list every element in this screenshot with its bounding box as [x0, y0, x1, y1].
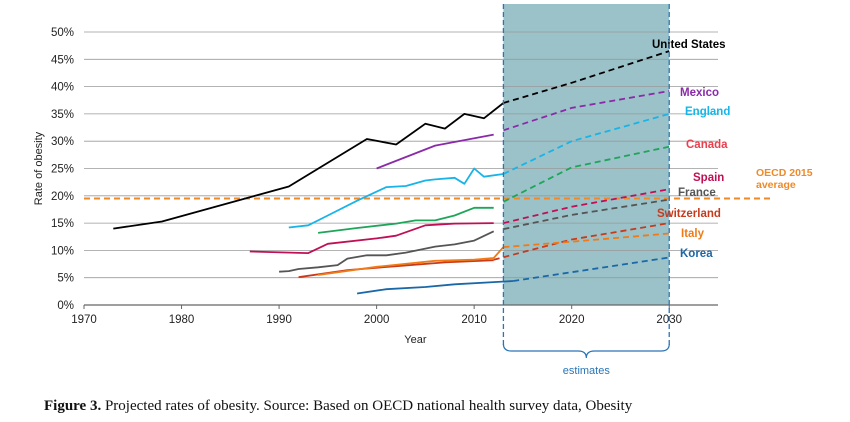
series-projection-spain — [503, 188, 670, 224]
series-line-england — [288, 167, 504, 229]
y-tick-label: 50% — [51, 27, 74, 39]
series-projection-korea — [513, 256, 670, 282]
x-tick-label: 1980 — [169, 314, 195, 326]
series-label-canada: Canada — [686, 139, 728, 151]
series-projection-italy — [503, 232, 670, 248]
series-label-spain: Spain — [693, 172, 724, 184]
x-tick-label: 1990 — [266, 314, 292, 326]
series-line-united-states — [113, 102, 504, 230]
x-tick-label: 2020 — [559, 314, 585, 326]
y-tick-label: 5% — [57, 273, 74, 285]
y-tick-label: 45% — [51, 54, 74, 66]
caption-text: Projected rates of obesity. Source: Base… — [104, 398, 633, 414]
series-projection-england — [503, 113, 670, 175]
x-tick-label: 2010 — [461, 314, 487, 326]
estimates-brace — [502, 343, 670, 359]
series-label-england: England — [685, 106, 730, 118]
caption-label: Figure 3. — [44, 398, 102, 414]
series-label-italy: Italy — [681, 228, 705, 240]
x-axis-title: Year — [404, 334, 427, 346]
series-label-korea: Korea — [680, 248, 713, 260]
oecd-average-label: average — [756, 179, 796, 191]
y-tick-label: 40% — [51, 82, 74, 94]
series-label-switzerland: Switzerland — [657, 208, 721, 220]
y-tick-label: 35% — [51, 109, 74, 121]
series-label-france: France — [678, 187, 716, 199]
series-label-united-states: United States — [652, 39, 726, 51]
y-tick-label: 0% — [57, 300, 74, 312]
series-line-korea — [356, 280, 514, 295]
series-label-mexico: Mexico — [680, 87, 719, 99]
y-tick-label: 20% — [51, 191, 74, 203]
series-projection-unlabeled-green — [502, 145, 670, 203]
figure-caption: Figure 3. Projected rates of obesity. So… — [44, 398, 844, 415]
y-axis-title: Rate of obesity — [33, 131, 45, 205]
series-projection-switzerland — [493, 222, 670, 261]
x-tick-label: 2000 — [364, 314, 390, 326]
y-tick-label: 30% — [51, 136, 74, 148]
obesity-chart: 0% 5% 10% 15% 20% 25% 30% 35% 40% 45% 50% 1970 1980 1… — [33, 4, 813, 377]
series-line-mexico — [376, 133, 494, 170]
y-tick-label: 25% — [51, 164, 74, 176]
x-tick-label: 1970 — [71, 314, 97, 326]
chart-svg: 0% 5% 10% 15% 20% 25% 30% 35% 40% 45% 50% 1970 1980 1… — [33, 4, 813, 377]
y-tick-label: 15% — [51, 218, 74, 230]
series-line-france — [279, 230, 495, 273]
series-line-spain — [249, 222, 494, 255]
series-line-italy — [317, 246, 505, 276]
series-line-unlabeled-green — [317, 206, 494, 234]
series-projection-mexico — [503, 90, 670, 132]
y-tick-label: 10% — [51, 245, 74, 257]
estimates-band — [503, 4, 670, 305]
series-line-switzerland — [298, 259, 494, 279]
series-projection-united-states — [503, 50, 670, 104]
estimates-label: estimates — [563, 365, 611, 377]
series-projection-france — [503, 198, 670, 230]
oecd-average-label: OECD 2015 — [756, 167, 813, 179]
